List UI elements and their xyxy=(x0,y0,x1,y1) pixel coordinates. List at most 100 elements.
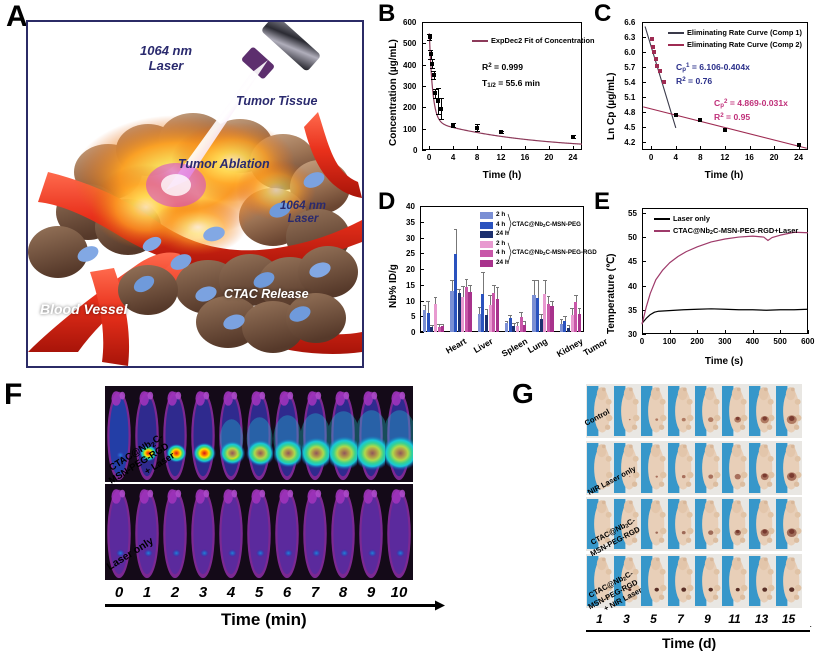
panel-e-ytick-label: 30 xyxy=(628,330,637,339)
panel-b-annotation-r2: R2 = 0.999 xyxy=(482,62,523,72)
panel-d-bar xyxy=(477,314,481,332)
panel-d-errorbar xyxy=(470,285,471,292)
panel-b-ytick xyxy=(422,43,426,45)
mouse-photo-cell xyxy=(613,384,640,438)
panel-c-y-axis-title: Ln Cp (µg/mL) xyxy=(606,72,617,140)
panel-d-legend-label: 24 h xyxy=(496,230,509,238)
panel-d-errorbar xyxy=(513,322,515,327)
panel-b-xtick xyxy=(453,146,455,150)
panel-b-datapoint xyxy=(428,52,433,57)
ctac-nanoparticles xyxy=(77,172,331,330)
panel-d-bar xyxy=(570,315,574,332)
panel-b-ytick-label: 100 xyxy=(403,124,417,134)
panel-c-ytick-label: 6.6 xyxy=(624,18,636,27)
panel-d-errorbar xyxy=(521,311,523,317)
panel-b-xtick-label: 12 xyxy=(496,153,506,162)
panel-c-ytick-label: 4.8 xyxy=(624,108,636,118)
panel-c-xtick-label: 12 xyxy=(720,153,730,162)
panel-d-errorbar xyxy=(479,307,481,315)
panel-b-datapoint xyxy=(439,106,444,111)
panel-b-xtick xyxy=(525,146,527,150)
thermal-image-cell xyxy=(385,484,413,580)
panel-a-letter: A xyxy=(6,0,28,33)
panel-d-errorbar xyxy=(552,300,553,306)
mouse-photo-cell xyxy=(667,553,694,608)
panel-a-illustration: 1064 nm Laser Tumor Tissue Tumor Ablatio… xyxy=(26,20,364,368)
panel-d-bar xyxy=(512,326,516,332)
panel-g-time-label: 1 xyxy=(596,612,603,626)
laser-beam xyxy=(146,60,268,207)
thermal-image-cell xyxy=(357,484,385,580)
mouse-photo-cell xyxy=(775,440,802,495)
panel-d-ytick-label: 25 xyxy=(406,249,415,259)
panel-e-xtick xyxy=(697,330,699,334)
panel-b-datapoint xyxy=(427,35,432,40)
panel-d-errorbar xyxy=(466,279,468,287)
mouse-photo-cell xyxy=(694,440,721,495)
panel-d-group-label: Spleen xyxy=(499,336,530,359)
panel-d-ytick xyxy=(420,332,424,333)
panel-b-errorcap xyxy=(427,40,433,42)
panel-d-group-label: Liver xyxy=(471,336,495,355)
mouse-photo-cell xyxy=(640,553,667,608)
panel-d-errorcap xyxy=(450,280,454,282)
panel-d-errorcap xyxy=(512,322,516,324)
panel-d-ytick-label: 40 xyxy=(406,202,415,211)
mouse-photo-cell xyxy=(640,384,667,438)
panel-d-errorcap xyxy=(484,309,489,310)
panel-d-errorcap xyxy=(433,297,438,299)
panel-f-axis-title: Time (min) xyxy=(221,610,307,629)
panel-e-legend-label-2: CTAC@Nb2C-MSN-PEG-RGD+Laser xyxy=(673,226,799,237)
panel-b-ytick xyxy=(422,107,426,109)
mouse-photo-cell xyxy=(586,384,613,438)
panel-e-ytick-label: 55 xyxy=(628,208,637,218)
label-ctac-release: CTAC Release xyxy=(224,287,309,301)
panel-d-errorcap xyxy=(495,287,500,289)
panel-d-ytick xyxy=(420,284,424,286)
panel-c-ytick xyxy=(642,112,646,114)
panel-d-errorcap xyxy=(573,295,578,297)
panel-e-x-axis-title: Time (s) xyxy=(704,356,744,367)
panel-d-errorbar xyxy=(482,272,484,295)
panel-b-errorcap xyxy=(438,119,444,121)
panel-d-bar xyxy=(536,297,540,332)
panel-d-bar xyxy=(437,326,441,332)
panel-c-ytick-label: 5.7 xyxy=(624,63,636,73)
panel-d-errorbar xyxy=(579,307,581,314)
panel-d-errorbar xyxy=(435,297,437,304)
panel-f-time-label: 0 xyxy=(114,584,124,601)
panel-d-bar xyxy=(426,312,430,332)
panel-c-r2-comp2: R2 = 0.95 xyxy=(714,112,751,122)
panel-c-ytick-label: 5.4 xyxy=(624,78,636,88)
panel-b-errorcap xyxy=(438,98,444,100)
panel-b-errorcap xyxy=(431,71,437,73)
panel-b-ytick-label: 500 xyxy=(403,39,417,49)
panel-e-legend-line-1 xyxy=(654,218,670,220)
panel-b-errorcap xyxy=(428,49,434,51)
mouse-photo-cell xyxy=(667,440,694,495)
panel-d-group-label: Kidney xyxy=(554,336,585,359)
panel-b-xtick-label: 16 xyxy=(520,153,530,162)
mouse-photo-cell xyxy=(586,497,613,551)
panel-b-ytick-label: 200 xyxy=(403,103,417,113)
panel-d-errorcap xyxy=(515,321,520,323)
panel-d-errorbar xyxy=(424,304,426,310)
panel-e-ytick-label: 50 xyxy=(628,233,637,243)
panel-b-ytick xyxy=(422,86,426,87)
panel-b-ytick xyxy=(422,128,426,130)
panel-e-xtick-label: 400 xyxy=(745,337,760,346)
panel-d-bar xyxy=(484,315,489,332)
panel-d-ytick xyxy=(420,269,424,270)
panel-d-bar xyxy=(577,313,581,332)
panel-d-ytick-label: 10 xyxy=(406,296,415,306)
mouse-photo-cell xyxy=(721,553,748,608)
panel-e-ytick xyxy=(642,334,646,335)
panel-d-ytick-label: 0 xyxy=(411,328,416,337)
panel-d-legend-label: 4 h xyxy=(496,249,506,257)
mouse-photo-cell xyxy=(721,384,748,438)
panel-d-plot-area xyxy=(420,206,584,332)
panel-e-xtick-label: 300 xyxy=(718,337,732,346)
panel-g-time-label: 5 xyxy=(650,612,657,626)
panel-d-legend-group-2: CTAC@Nb2C-MSN-PEG-RGD xyxy=(512,249,597,257)
panel-f-time-label: 4 xyxy=(226,584,236,601)
